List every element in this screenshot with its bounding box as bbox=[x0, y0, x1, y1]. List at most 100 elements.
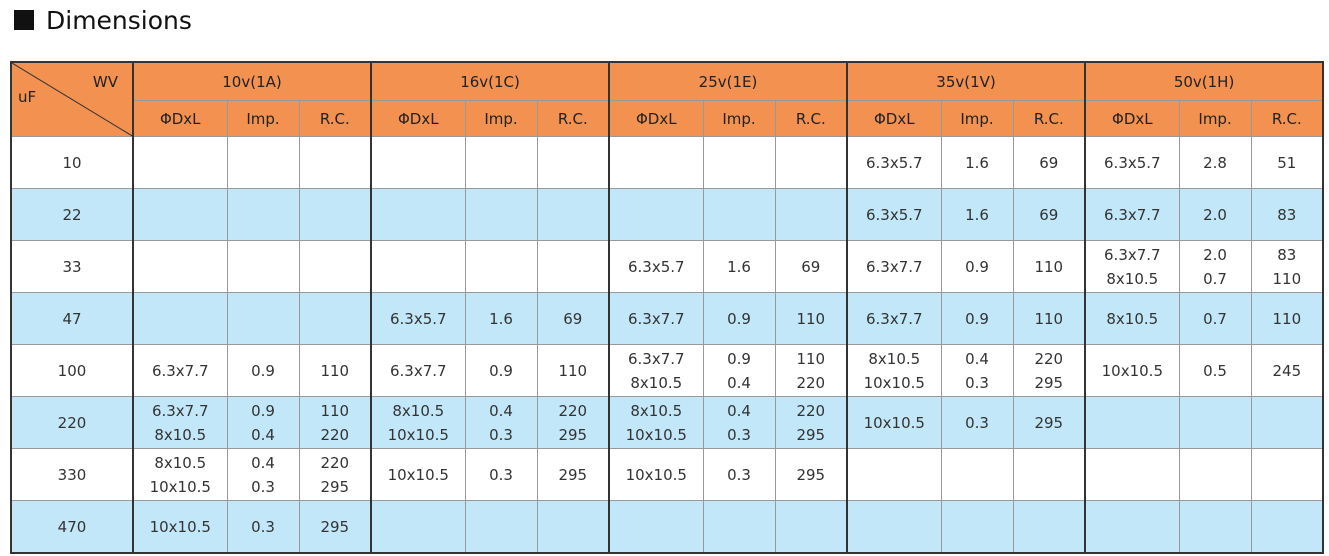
value-cell bbox=[1178, 448, 1252, 501]
value-cell: 0.3 bbox=[940, 396, 1014, 449]
cell-line: 6.3x5.7 bbox=[627, 257, 685, 276]
value-cell bbox=[536, 240, 610, 293]
cell-line: 0.3 bbox=[965, 413, 989, 432]
value-cell: 110 bbox=[298, 344, 372, 397]
cell-line: 0.9 bbox=[251, 401, 275, 420]
cell-line: 0.7 bbox=[1203, 309, 1227, 328]
cell-line: 10x10.5 bbox=[387, 465, 449, 484]
value-cell bbox=[1178, 396, 1252, 449]
cell-line: 0.9 bbox=[965, 257, 989, 276]
value-cell bbox=[702, 136, 776, 189]
value-cell: 245 bbox=[1250, 344, 1324, 397]
table-row: 22 6.3x5.7 1.6 69 6.3x7.7 2.0 83 bbox=[10, 188, 1324, 241]
value-cell bbox=[1084, 500, 1180, 554]
value-cell bbox=[370, 500, 466, 554]
value-cell: 0.9 bbox=[940, 240, 1014, 293]
cell-line: 83 bbox=[1277, 245, 1297, 264]
sub-header: ΦDxL bbox=[608, 100, 704, 137]
dimensions-table: WV uF 10v(1A) 16v(1C) 25v(1E) 35v(1V) 50v(1H)… bbox=[10, 61, 1325, 554]
cell-line: 6.3x5.7 bbox=[865, 205, 923, 224]
value-cell bbox=[132, 240, 228, 293]
value-cell: 83 110 bbox=[1250, 240, 1324, 293]
value-cell: 10x10.5 bbox=[132, 500, 228, 554]
uf-cell: 33 bbox=[10, 240, 134, 293]
value-cell: 110 220 bbox=[774, 344, 848, 397]
value-cell: 110 220 bbox=[298, 396, 372, 449]
sub-header: Imp. bbox=[940, 100, 1014, 137]
value-cell bbox=[940, 448, 1014, 501]
cell-line: 0.3 bbox=[251, 517, 275, 536]
cell-line: 110 bbox=[796, 309, 826, 328]
value-cell: 6.3x5.7 bbox=[846, 136, 942, 189]
value-cell: 8x10.5 10x10.5 bbox=[608, 396, 704, 449]
cell-line: 295 bbox=[558, 425, 588, 444]
cell-line: 69 bbox=[1039, 205, 1059, 224]
cell-line: 0.4 bbox=[727, 373, 751, 392]
value-cell bbox=[226, 136, 300, 189]
cell-line: 2.8 bbox=[1203, 153, 1227, 172]
value-cell bbox=[1250, 396, 1324, 449]
value-cell bbox=[846, 500, 942, 554]
value-cell: 2.0 0.7 bbox=[1178, 240, 1252, 293]
cell-line: 220 bbox=[1034, 349, 1064, 368]
cell-line: 2.0 bbox=[1203, 245, 1227, 264]
group-header: 35v(1V) bbox=[846, 61, 1086, 101]
cell-line: 10x10.5 bbox=[625, 465, 687, 484]
value-cell bbox=[702, 188, 776, 241]
cell-line: 0.3 bbox=[489, 465, 513, 484]
value-cell bbox=[1178, 500, 1252, 554]
cell-line: 295 bbox=[558, 465, 588, 484]
value-cell bbox=[464, 188, 538, 241]
value-cell: 69 bbox=[1012, 188, 1086, 241]
value-cell bbox=[132, 136, 228, 189]
group-header: 25v(1E) bbox=[608, 61, 848, 101]
value-cell: 0.9 bbox=[226, 344, 300, 397]
cell-line: 295 bbox=[320, 517, 350, 536]
cell-line: 6.3x7.7 bbox=[865, 257, 923, 276]
cell-line: 51 bbox=[1277, 153, 1297, 172]
value-cell: 6.3x5.7 bbox=[1084, 136, 1180, 189]
value-cell bbox=[774, 500, 848, 554]
value-cell bbox=[608, 500, 704, 554]
cell-line: 6.3x5.7 bbox=[389, 309, 447, 328]
value-cell: 1.6 bbox=[940, 136, 1014, 189]
value-cell bbox=[608, 188, 704, 241]
table-row: 47 6.3x5.7 1.6 69 6.3x7.7 0.9 110 6.3x7.7 0.9 110… bbox=[10, 292, 1324, 345]
value-cell bbox=[370, 240, 466, 293]
sub-header: Imp. bbox=[1178, 100, 1252, 137]
value-cell: 220 295 bbox=[774, 396, 848, 449]
cell-line: 0.9 bbox=[489, 361, 513, 380]
value-cell: 0.9 0.4 bbox=[226, 396, 300, 449]
value-cell: 6.3x5.7 bbox=[370, 292, 466, 345]
cell-line: 295 bbox=[796, 465, 826, 484]
value-cell: 0.4 0.3 bbox=[464, 396, 538, 449]
cell-line: 69 bbox=[563, 309, 583, 328]
value-cell bbox=[1012, 448, 1086, 501]
cell-line: 8x10.5 bbox=[154, 425, 207, 444]
value-cell bbox=[1250, 448, 1324, 501]
cell-line: 8x10.5 bbox=[1106, 309, 1159, 328]
value-cell: 2.8 bbox=[1178, 136, 1252, 189]
cell-line: 10x10.5 bbox=[625, 425, 687, 444]
cell-line: 10x10.5 bbox=[863, 373, 925, 392]
cell-line: 0.4 bbox=[965, 349, 989, 368]
value-cell: 110 bbox=[1012, 240, 1086, 293]
uf-cell: 22 bbox=[10, 188, 134, 241]
value-cell: 110 bbox=[1250, 292, 1324, 345]
value-cell: 0.4 0.3 bbox=[702, 396, 776, 449]
group-header: 50v(1H) bbox=[1084, 61, 1324, 101]
cell-line: 110 bbox=[1034, 309, 1064, 328]
value-cell: 295 bbox=[774, 448, 848, 501]
value-cell bbox=[226, 292, 300, 345]
value-cell bbox=[298, 188, 372, 241]
cell-line: 110 bbox=[1272, 309, 1302, 328]
cell-line: 110 bbox=[1034, 257, 1064, 276]
cell-line: 8x10.5 bbox=[630, 401, 683, 420]
cell-line: 295 bbox=[1034, 373, 1064, 392]
value-cell: 110 bbox=[774, 292, 848, 345]
value-cell: 1.6 bbox=[940, 188, 1014, 241]
cell-line: 69 bbox=[801, 257, 821, 276]
value-cell: 6.3x5.7 bbox=[608, 240, 704, 293]
cell-line: 6.3x7.7 bbox=[151, 401, 209, 420]
